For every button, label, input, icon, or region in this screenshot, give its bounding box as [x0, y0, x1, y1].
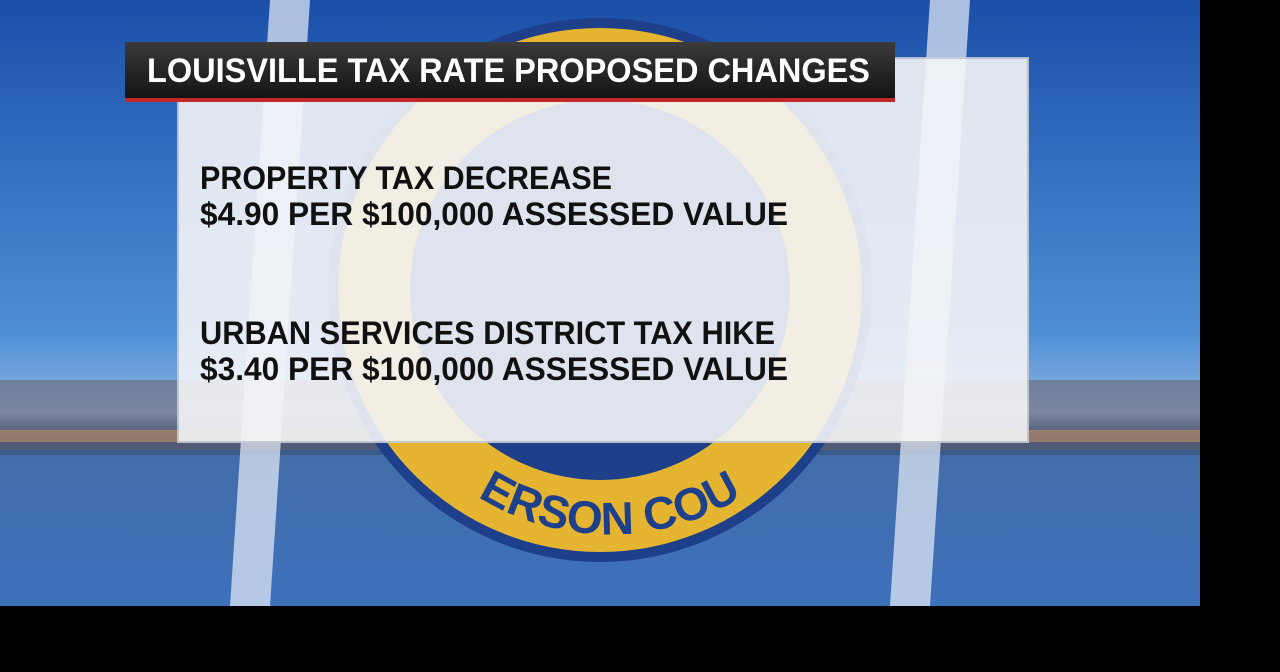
item-heading: URBAN SERVICES DISTRICT TAX HIKE	[200, 315, 775, 351]
title-bar	[125, 42, 895, 102]
title: LOUISVILLE TAX RATE PROPOSED CHANGES	[147, 52, 870, 90]
item-detail: $3.40 PER $100,000 ASSESSED VALUE	[200, 351, 788, 387]
item-heading: PROPERTY TAX DECREASE	[200, 160, 612, 196]
item-detail: $4.90 PER $100,000 ASSESSED VALUE	[200, 196, 788, 232]
title-bar-accent	[125, 98, 895, 102]
